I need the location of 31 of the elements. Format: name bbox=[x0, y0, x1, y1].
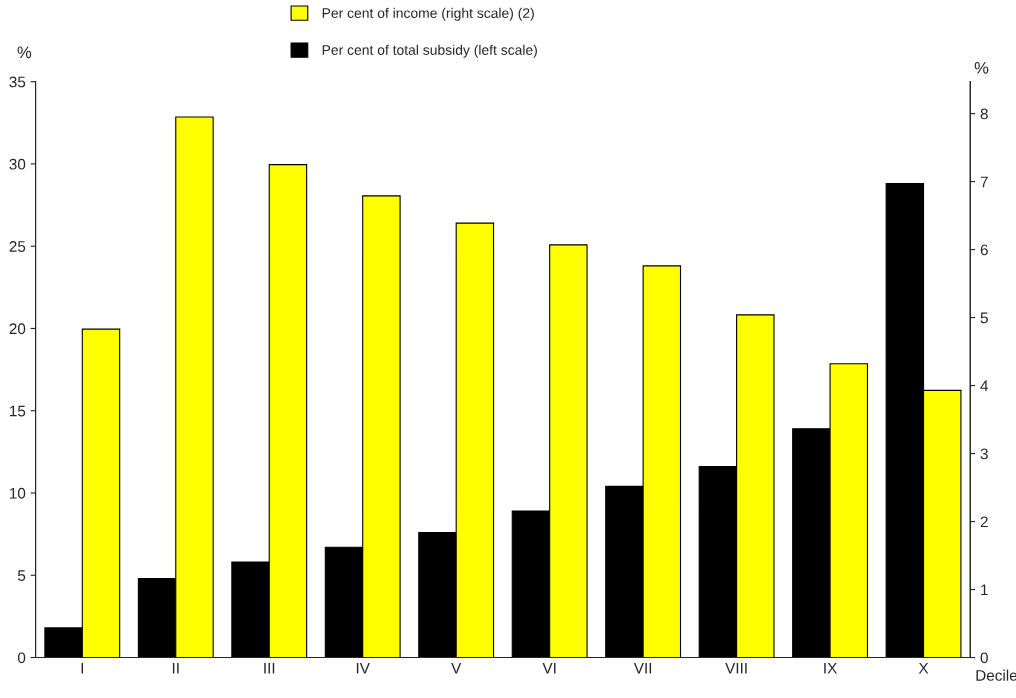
x-tick-label: I bbox=[81, 662, 84, 674]
x-tick-label: IX bbox=[824, 662, 837, 674]
legend-label: Per cent of total subsidy (left scale) bbox=[322, 44, 537, 58]
x-tick-label: VII bbox=[633, 662, 652, 674]
y-tick-label: 10 bbox=[10, 487, 26, 499]
y2-tick-label: 1 bbox=[981, 584, 988, 596]
y2-tick-label: 0 bbox=[980, 652, 988, 664]
y-axis-title: % bbox=[17, 46, 32, 59]
y2-axis-title: % bbox=[974, 62, 989, 74]
y2-tick-label: 7 bbox=[980, 176, 988, 188]
y-tick-label: 25 bbox=[9, 241, 26, 252]
x-tick-label: V bbox=[451, 662, 462, 674]
x-tick-label: VI bbox=[542, 662, 556, 674]
legend-label: Per cent of income (right scale) (2) bbox=[322, 7, 534, 21]
y2-tick-label: 3 bbox=[980, 448, 988, 460]
y-tick-label: 5 bbox=[17, 570, 26, 581]
x-tick-label: VIII bbox=[725, 662, 747, 674]
y2-tick-label: 4 bbox=[980, 380, 989, 392]
y-tick-label: 30 bbox=[9, 158, 26, 170]
x-tick-label: III bbox=[264, 662, 275, 674]
y-tick-label: 35 bbox=[9, 76, 26, 88]
x-tick-label: IV bbox=[356, 662, 370, 674]
y-tick-label: 0 bbox=[17, 652, 26, 664]
y-tick-label: 20 bbox=[9, 323, 26, 335]
x-tick-label: II bbox=[172, 662, 179, 674]
x-tick-label: X bbox=[918, 662, 929, 674]
y-tick-label: 15 bbox=[10, 405, 26, 417]
y2-tick-label: 5 bbox=[980, 312, 988, 324]
y2-tick-label: 8 bbox=[980, 108, 988, 120]
y2-tick-label: 2 bbox=[980, 516, 988, 528]
y2-tick-label: 6 bbox=[980, 244, 988, 256]
